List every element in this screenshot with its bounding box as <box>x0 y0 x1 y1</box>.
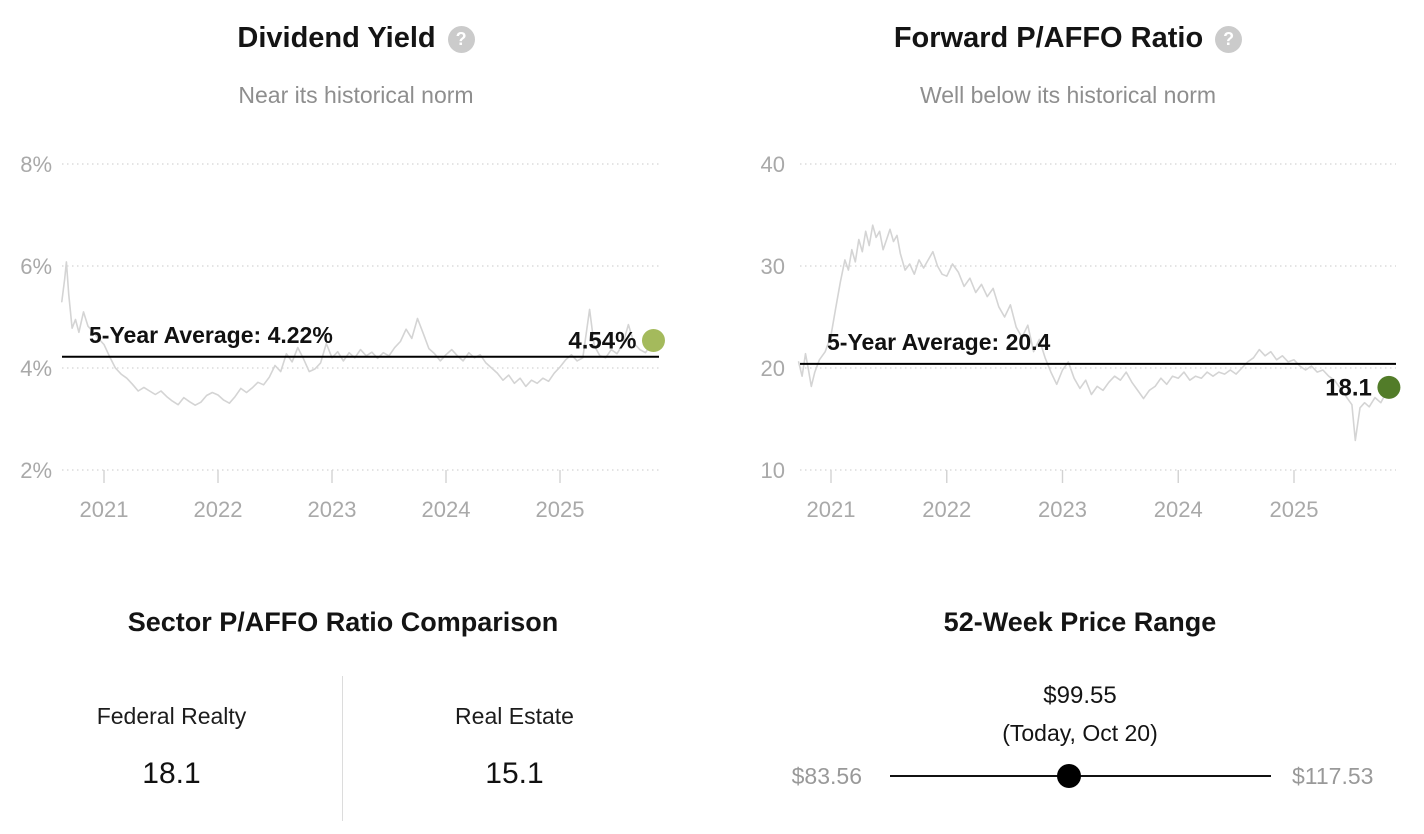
comparison-label: Federal Realty <box>96 703 247 729</box>
current-value-label: 18.1 <box>1325 374 1372 401</box>
x-axis-label: 2023 <box>1038 497 1087 522</box>
range-high-label: $117.53 <box>1292 763 1374 789</box>
y-axis-label: 8% <box>20 152 52 177</box>
y-axis-label: 6% <box>20 254 52 279</box>
comparison-label: Real Estate <box>455 703 574 729</box>
comparison-title: Sector P/AFFO Ratio Comparison <box>127 607 559 637</box>
x-axis-label: 2022 <box>922 497 971 522</box>
forward-paffo-section: Forward P/AFFO Ratio ? Well below its hi… <box>712 0 1424 560</box>
sector-comparison-section: Sector P/AFFO Ratio Comparison Federal R… <box>0 560 712 834</box>
current-price: $99.55 <box>1043 682 1117 709</box>
x-axis-label: 2024 <box>1154 497 1203 522</box>
chart-subtitle: Well below its historical norm <box>919 82 1217 108</box>
comparison-item-real-estate: Real Estate 15.1 <box>343 702 686 792</box>
current-price-date: (Today, Oct 20) <box>1002 720 1158 746</box>
comparison-item-federal-realty: Federal Realty 18.1 <box>0 702 343 792</box>
x-axis-label: 2023 <box>308 497 357 522</box>
question-mark-glyph: ? <box>455 29 467 49</box>
y-axis-label: 4% <box>20 356 52 381</box>
x-axis-label: 2025 <box>536 497 585 522</box>
y-axis-label: 10 <box>761 458 785 483</box>
comparison-value: 18.1 <box>142 757 201 790</box>
y-axis-label: 20 <box>761 356 785 381</box>
current-value-label: 4.54% <box>568 327 636 354</box>
y-axis-label: 2% <box>20 458 52 483</box>
forward-paffo-header: Forward P/AFFO Ratio ? <box>712 20 1424 56</box>
column-divider <box>342 676 343 821</box>
range-low-label: $83.56 <box>791 763 862 789</box>
x-axis-label: 2021 <box>807 497 856 522</box>
current-value-dot <box>1377 375 1401 399</box>
x-axis-label: 2025 <box>1270 497 1319 522</box>
average-label: 5-Year Average: 20.4 <box>827 329 1051 355</box>
dividend-yield-header: Dividend Yield ? <box>0 20 712 56</box>
chart-subtitle: Near its historical norm <box>238 82 474 108</box>
series-line <box>797 224 1390 442</box>
price-range-handle <box>1057 764 1081 788</box>
price-range-title: 52-Week Price Range <box>943 607 1217 637</box>
help-icon[interactable]: ? <box>1215 25 1243 53</box>
series-line <box>60 261 655 407</box>
price-range-slider: $83.56 $117.53 <box>724 762 1424 790</box>
price-range-section: 52-Week Price Range $99.55 (Today, Oct 2… <box>712 560 1424 834</box>
x-axis-label: 2021 <box>80 497 129 522</box>
y-axis-label: 40 <box>761 152 785 177</box>
chart-title: Forward P/AFFO Ratio <box>893 22 1204 54</box>
chart-title: Dividend Yield <box>237 22 436 54</box>
dividend-yield-section: Dividend Yield ? Near its historical nor… <box>0 0 712 560</box>
current-value-dot <box>641 328 665 352</box>
question-mark-glyph: ? <box>1223 29 1235 49</box>
x-axis-label: 2024 <box>422 497 471 522</box>
help-icon[interactable]: ? <box>447 25 475 53</box>
average-label: 5-Year Average: 4.22% <box>89 322 333 348</box>
y-axis-label: 30 <box>761 254 785 279</box>
comparison-value: 15.1 <box>485 757 544 790</box>
comparison-columns: Federal Realty 18.1 Real Estate 15.1 <box>0 702 686 792</box>
x-axis-label: 2022 <box>194 497 243 522</box>
